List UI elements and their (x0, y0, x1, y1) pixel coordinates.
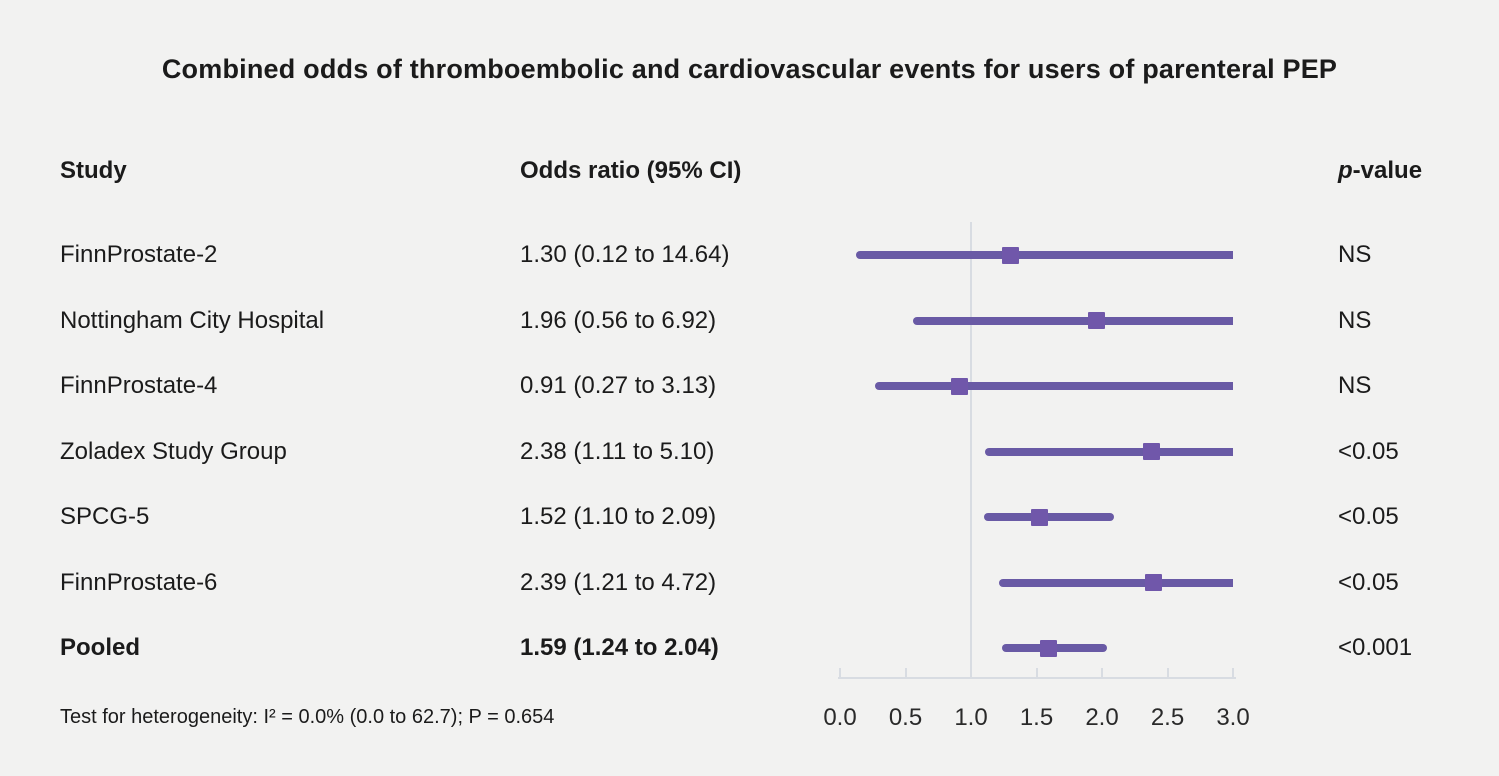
study-label: Pooled (60, 634, 141, 661)
point-estimate-marker (1088, 312, 1106, 329)
x-axis-tick (1232, 668, 1234, 678)
confidence-interval-line (985, 447, 1233, 456)
page-title: Combined odds of thromboembolic and card… (161, 54, 1338, 84)
p-value: NS (1338, 241, 1372, 268)
odds-ratio-value: 2.38 (1.11 to 5.10) (520, 437, 715, 465)
x-axis-tick-label: 2.0 (1085, 704, 1119, 731)
odds-ratio-value: 2.39 (1.21 to 4.72) (520, 568, 717, 596)
point-estimate-marker (1143, 443, 1161, 460)
p-value-suffix: -value (1352, 157, 1423, 184)
study-label: FinnProstate-6 (60, 568, 218, 596)
reference-line (970, 222, 972, 678)
odds-ratio-value: 1.52 (1.10 to 2.09) (520, 503, 717, 530)
study-label: FinnProstate-4 (60, 372, 218, 399)
p-value: <0.05 (1338, 437, 1399, 465)
x-axis-tick-label: 3.0 (1216, 704, 1250, 731)
x-axis-tick-label: 1.0 (954, 704, 988, 731)
pooled-estimate-marker (1039, 639, 1057, 657)
confidence-interval-line (998, 578, 1233, 587)
point-estimate-marker (1030, 508, 1048, 526)
heterogeneity-note: Test for heterogeneity: I² = 0.0% (0.0 t… (60, 706, 555, 728)
odds-ratio-value: 0.91 (0.27 to 3.13) (520, 372, 717, 399)
study-label: FinnProstate-2 (60, 241, 218, 268)
odds-ratio-value: 1.30 (0.12 to 14.64) (520, 241, 730, 268)
x-axis-tick (839, 668, 841, 678)
x-axis-tick-label: 2.5 (1150, 704, 1185, 731)
odds-ratio-value: 1.59 (1.24 to 2.04) (520, 634, 719, 661)
x-axis (838, 677, 1236, 679)
study-label: Nottingham City Hospital (60, 306, 325, 334)
x-axis-tick (1166, 668, 1169, 678)
p-value: NS (1338, 372, 1372, 399)
x-axis-tick (1035, 668, 1038, 678)
x-axis-tick-label: 1.5 (1019, 704, 1054, 731)
x-axis-tick (904, 668, 907, 678)
point-estimate-marker (1001, 246, 1019, 264)
point-estimate-marker (1144, 574, 1162, 591)
p-value-italic-p: p (1338, 157, 1353, 184)
x-axis-tick-label: 0.5 (888, 704, 923, 731)
confidence-interval-line (875, 382, 1233, 390)
p-value: <0.05 (1338, 503, 1399, 530)
confidence-interval-line (913, 316, 1233, 325)
column-header-study: Study (60, 157, 127, 184)
point-estimate-marker (950, 377, 968, 395)
confidence-interval-line (855, 251, 1233, 259)
x-axis-tick-label: 0.0 (823, 704, 857, 731)
x-axis-tick (970, 668, 972, 678)
study-label: Zoladex Study Group (60, 437, 287, 465)
p-value: NS (1338, 306, 1372, 334)
study-label: SPCG-5 (60, 503, 150, 530)
p-value: <0.05 (1338, 568, 1399, 596)
x-axis-tick (1101, 668, 1103, 678)
p-value: <0.001 (1338, 634, 1413, 661)
confidence-interval-line (984, 513, 1114, 521)
odds-ratio-value: 1.96 (0.56 to 6.92) (520, 306, 717, 334)
column-header-p-value: p-value (1338, 155, 1422, 187)
column-header-odds-ratio: Odds ratio (95% CI) (520, 157, 742, 184)
